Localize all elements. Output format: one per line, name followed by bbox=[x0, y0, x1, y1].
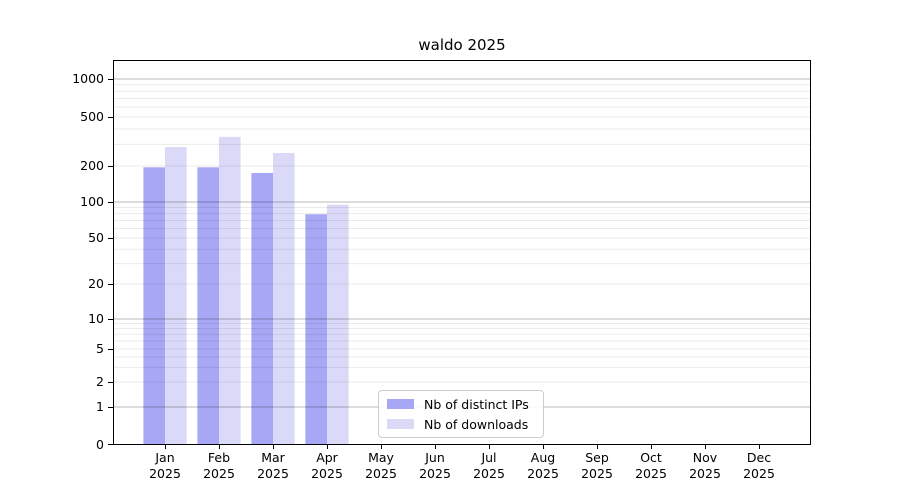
y-tickmark bbox=[108, 116, 113, 118]
x-tick-label: May 2025 bbox=[365, 450, 397, 481]
bar-apr-s0 bbox=[305, 214, 327, 445]
bar-jan-s0 bbox=[143, 167, 165, 445]
legend-label-downloads: Nb of downloads bbox=[424, 416, 529, 432]
y-tick-label: 5 bbox=[96, 341, 104, 356]
x-tickmark bbox=[272, 445, 274, 449]
y-tickmark bbox=[108, 165, 113, 167]
y-tickmark bbox=[108, 201, 113, 203]
y-tick-label: 1 bbox=[96, 399, 104, 414]
y-tick-label: 500 bbox=[80, 109, 104, 124]
x-tickmark bbox=[758, 445, 760, 449]
chart-title: waldo 2025 bbox=[418, 36, 506, 54]
bar-mar-s1 bbox=[273, 153, 295, 445]
legend-item-downloads: Nb of downloads bbox=[387, 417, 535, 432]
y-tickmark bbox=[108, 283, 113, 285]
y-tick-label: 10 bbox=[88, 311, 104, 326]
legend: Nb of distinct IPs Nb of downloads bbox=[378, 390, 544, 438]
x-tickmark bbox=[542, 445, 544, 449]
x-tickmark bbox=[164, 445, 166, 449]
legend-swatch-downloads bbox=[387, 419, 414, 429]
y-tickmark bbox=[108, 318, 113, 320]
x-tickmark bbox=[704, 445, 706, 449]
y-tick-label: 1000 bbox=[72, 71, 104, 86]
y-tick-label: 0 bbox=[96, 436, 104, 452]
y-tickmark bbox=[108, 444, 113, 445]
x-tickmark bbox=[218, 445, 220, 449]
x-tickmark bbox=[326, 445, 328, 449]
legend-swatch-distinct-ips bbox=[387, 399, 414, 409]
y-tick-label: 200 bbox=[80, 158, 104, 173]
x-tickmark bbox=[434, 445, 436, 449]
x-tickmark bbox=[650, 445, 652, 449]
x-tick-label: Aug 2025 bbox=[527, 450, 559, 481]
y-tickmark bbox=[108, 78, 113, 80]
x-tickmark bbox=[596, 445, 598, 449]
x-tick-label: Jun 2025 bbox=[419, 450, 451, 481]
x-tickmark bbox=[488, 445, 490, 449]
bar-mar-s0 bbox=[251, 172, 273, 445]
x-tick-label: Jan 2025 bbox=[149, 450, 181, 481]
y-tickmark bbox=[108, 406, 113, 408]
x-tickmark bbox=[380, 445, 382, 449]
y-tickmark bbox=[108, 348, 113, 350]
x-tick-label: Dec 2025 bbox=[743, 450, 775, 481]
y-tick-label: 2 bbox=[96, 374, 104, 389]
y-tick-label: 100 bbox=[80, 194, 104, 209]
bar-feb-s1 bbox=[219, 136, 241, 445]
x-tick-label: Jul 2025 bbox=[473, 450, 505, 481]
x-tick-label: Mar 2025 bbox=[257, 450, 289, 481]
x-tick-label: Oct 2025 bbox=[635, 450, 667, 481]
y-tickmark bbox=[108, 381, 113, 383]
x-tick-label: Sep 2025 bbox=[581, 450, 613, 481]
plot-area bbox=[113, 78, 811, 445]
x-tick-label: Apr 2025 bbox=[311, 450, 343, 481]
bar-feb-s0 bbox=[197, 167, 219, 445]
bar-jan-s1 bbox=[165, 147, 187, 445]
legend-item-distinct-ips: Nb of distinct IPs bbox=[387, 397, 535, 412]
x-tick-label: Nov 2025 bbox=[689, 450, 721, 481]
y-tick-label: 50 bbox=[88, 230, 104, 245]
x-tick-label: Feb 2025 bbox=[203, 450, 235, 481]
y-tick-label: 20 bbox=[88, 276, 104, 291]
legend-label-distinct-ips: Nb of distinct IPs bbox=[424, 396, 529, 412]
y-tickmark bbox=[108, 237, 113, 239]
bar-apr-s1 bbox=[327, 204, 349, 445]
